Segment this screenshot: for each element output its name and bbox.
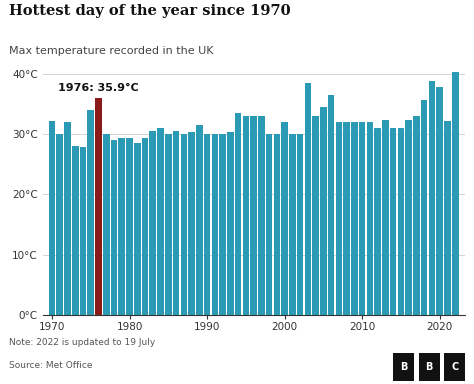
Bar [243,116,249,315]
Bar [87,110,94,315]
Text: Note: 2022 is updated to 19 July: Note: 2022 is updated to 19 July [9,338,156,347]
Bar [157,128,164,315]
Bar [134,143,141,315]
Bar [336,122,342,315]
Bar [196,125,202,315]
Bar [398,128,404,315]
Bar [56,134,63,315]
Bar [235,113,241,315]
Text: B: B [400,362,407,372]
Bar [273,134,280,315]
Text: B: B [426,362,433,372]
Bar [126,138,133,315]
Bar [382,120,389,315]
Bar [444,121,451,315]
Bar [142,138,148,315]
Bar [211,134,218,315]
Bar [312,116,319,315]
Bar [405,120,412,315]
Bar [227,132,234,315]
Bar [149,131,156,315]
Bar [64,122,71,315]
Bar [413,116,420,315]
Bar [281,122,288,315]
FancyBboxPatch shape [419,353,440,381]
Text: Hottest day of the year since 1970: Hottest day of the year since 1970 [9,4,291,18]
Bar [328,94,335,315]
Bar [428,81,435,315]
Bar [103,134,109,315]
Bar [437,87,443,315]
Bar [219,134,226,315]
Bar [49,121,55,315]
Bar [351,122,358,315]
Bar [173,131,179,315]
Text: Source: Met Office: Source: Met Office [9,361,93,370]
Bar [181,134,187,315]
Bar [118,138,125,315]
Bar [258,116,264,315]
Bar [374,128,381,315]
Bar [80,147,86,315]
Bar [366,122,373,315]
Bar [266,134,273,315]
FancyBboxPatch shape [444,353,465,381]
Bar [305,83,311,315]
Bar [204,134,210,315]
Bar [95,98,102,315]
Bar [165,134,172,315]
Text: C: C [451,362,458,372]
Bar [297,134,303,315]
Bar [250,116,257,315]
Bar [452,72,458,315]
Bar [421,100,428,315]
Text: 1976: 35.9°C: 1976: 35.9°C [58,83,139,93]
Bar [188,132,195,315]
Text: Max temperature recorded in the UK: Max temperature recorded in the UK [9,46,214,56]
Bar [320,107,327,315]
Bar [359,122,365,315]
Bar [390,128,396,315]
Bar [343,122,350,315]
Bar [289,134,296,315]
Bar [72,146,79,315]
Bar [111,140,117,315]
FancyBboxPatch shape [393,353,414,381]
